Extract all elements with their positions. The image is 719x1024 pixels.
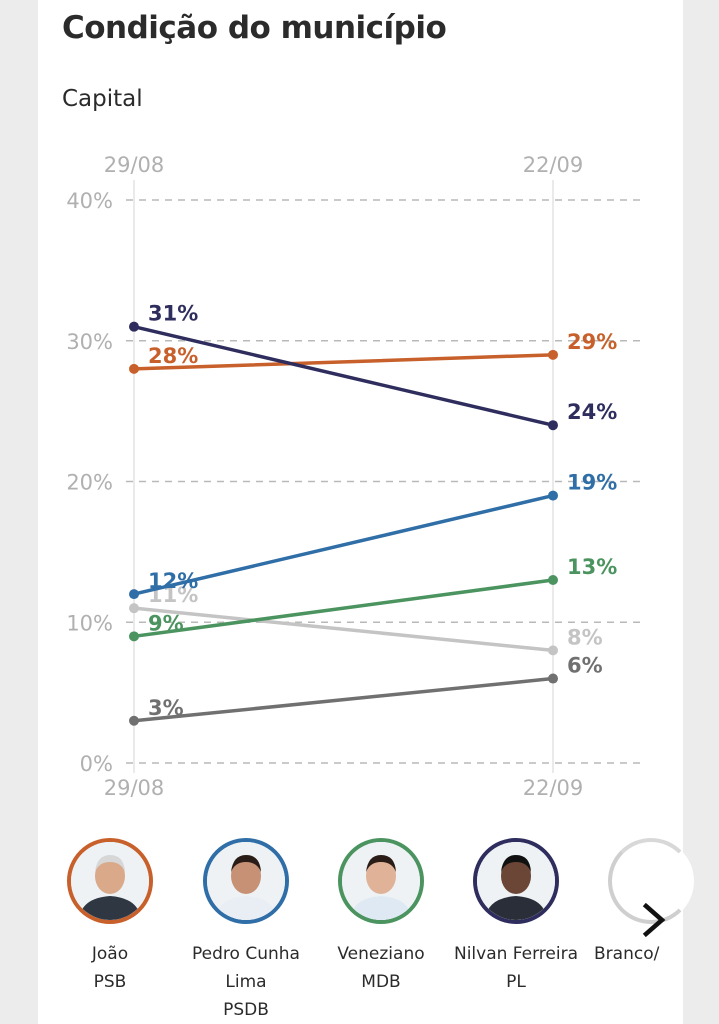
data-label-nilvan: 24% — [567, 400, 617, 424]
chevron-right-icon[interactable] — [640, 902, 670, 938]
data-point-branco — [129, 603, 139, 614]
avatar — [67, 838, 153, 924]
y-tick-label: 0% — [80, 752, 113, 776]
data-label-branco: 8% — [567, 625, 603, 649]
x-tick-label-bottom: 29/08 — [104, 776, 165, 800]
portrait-icon — [207, 842, 285, 920]
data-point-nao_sabe — [548, 673, 558, 684]
y-tick-label: 40% — [66, 189, 113, 213]
data-point-nilvan — [129, 321, 139, 332]
candidate-joao[interactable]: João PSB — [30, 836, 190, 996]
series-line-veneziano — [132, 578, 555, 639]
series-line-joao — [132, 353, 555, 371]
series-line-nilvan — [132, 324, 555, 427]
data-label-nao_sabe: 6% — [567, 654, 603, 678]
data-label-veneziano: 13% — [567, 555, 617, 579]
chart-subtitle: Capital — [62, 86, 143, 112]
data-point-pedro — [548, 490, 558, 501]
candidate-party: PSB — [93, 972, 127, 992]
candidate-pedro[interactable]: Pedro Cunha Lima PSDB — [166, 836, 326, 1024]
x-tick-label-top: 29/08 — [104, 153, 165, 177]
avatar — [203, 838, 289, 924]
data-label-pedro: 12% — [148, 569, 198, 593]
y-tick-label: 10% — [66, 611, 113, 635]
portrait-icon — [477, 842, 555, 920]
data-point-nao_sabe — [129, 715, 139, 726]
data-point-veneziano — [129, 631, 139, 642]
series-line-branco — [132, 606, 555, 653]
candidate-name: Nilvan Ferreira — [453, 944, 579, 964]
data-label-joao: 29% — [567, 330, 617, 354]
portrait-icon — [342, 842, 420, 920]
candidate-party: PSDB — [223, 1000, 269, 1020]
avatar — [473, 838, 559, 924]
series-line-nao_sabe — [132, 676, 555, 723]
candidate-party: PL — [506, 972, 526, 992]
data-label-nilvan: 31% — [148, 302, 198, 326]
candidate-name: Veneziano — [337, 944, 425, 964]
candidate-carousel[interactable]: João PSB Pedro Cunha Lima PSDB Veneziano… — [0, 836, 719, 1024]
data-point-pedro — [129, 589, 139, 600]
data-label-nao_sabe: 3% — [148, 696, 184, 720]
data-label-pedro: 19% — [567, 471, 617, 495]
data-point-joao — [129, 363, 139, 374]
candidate-name: Branco/ — [594, 944, 660, 964]
y-tick-label: 30% — [66, 330, 113, 354]
candidate-name: João — [91, 944, 129, 964]
data-point-nilvan — [548, 420, 558, 431]
candidate-nilvan[interactable]: Nilvan Ferreira PL — [436, 836, 596, 996]
x-tick-label-bottom: 22/09 — [523, 776, 584, 800]
data-point-veneziano — [548, 575, 558, 586]
y-tick-label: 20% — [66, 471, 113, 495]
x-tick-label-top: 22/09 — [523, 153, 584, 177]
avatar — [338, 838, 424, 924]
page-title: Condição do município — [62, 10, 447, 46]
portrait-icon — [71, 842, 149, 920]
candidate-name: Pedro Cunha Lima — [192, 944, 300, 992]
data-point-branco — [548, 645, 558, 656]
candidate-party: MDB — [361, 972, 401, 992]
candidate-veneziano[interactable]: Veneziano MDB — [301, 836, 461, 996]
data-label-veneziano: 9% — [148, 611, 184, 635]
data-label-joao: 28% — [148, 344, 198, 368]
series-line-pedro — [132, 493, 555, 596]
line-chart: 0%10%20%30%40%29/0829/0822/0922/093%6%11… — [66, 153, 645, 800]
data-point-joao — [548, 349, 558, 360]
